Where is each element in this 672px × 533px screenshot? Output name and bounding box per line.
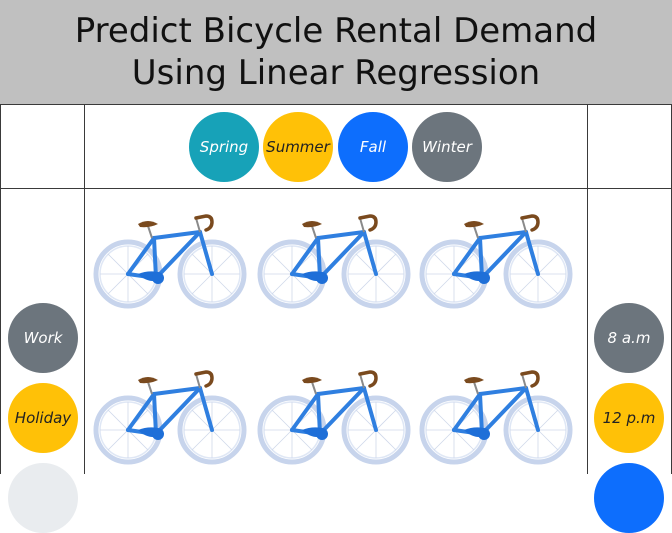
season-label: Fall: [359, 138, 387, 156]
season-button-summer[interactable]: Summer: [263, 112, 333, 182]
bicycle-icon: [256, 210, 412, 310]
page-title-line-2: Using Linear Regression: [131, 53, 541, 93]
time-button-12pm[interactable]: 12 p.m: [594, 383, 664, 453]
bicycle-icon: [418, 210, 574, 310]
bicycle-icon: [418, 366, 574, 466]
page-title-line-1: Predict Bicycle Rental Demand: [74, 11, 598, 51]
season-label: Summer: [266, 138, 330, 156]
day-type-label: Holiday: [14, 409, 72, 427]
season-button-winter[interactable]: Winter: [412, 112, 482, 182]
bicycle-icon: [92, 366, 248, 466]
day-type-button-holiday[interactable]: Holiday: [8, 383, 78, 453]
grid-row-divider: [0, 188, 672, 189]
time-label: 12 p.m: [602, 409, 656, 427]
season-label: Winter: [422, 138, 472, 156]
season-label: Spring: [199, 138, 249, 156]
bicycle-icon: [92, 210, 248, 310]
grid-col-divider-left: [84, 104, 85, 474]
day-type-label: Work: [23, 329, 63, 347]
grid-col-divider-right: [587, 104, 588, 474]
time-label: 8 a.m: [607, 329, 651, 347]
time-button-8am[interactable]: 8 a.m: [594, 303, 664, 373]
bicycle-icon: [256, 366, 412, 466]
grid-top-border: [0, 104, 672, 105]
day-type-button-work[interactable]: Work: [8, 303, 78, 373]
season-button-fall[interactable]: Fall: [338, 112, 408, 182]
page-header: Predict Bicycle Rental Demand Using Line…: [0, 0, 672, 104]
season-button-spring[interactable]: Spring: [189, 112, 259, 182]
grid-left-border: [0, 104, 1, 474]
